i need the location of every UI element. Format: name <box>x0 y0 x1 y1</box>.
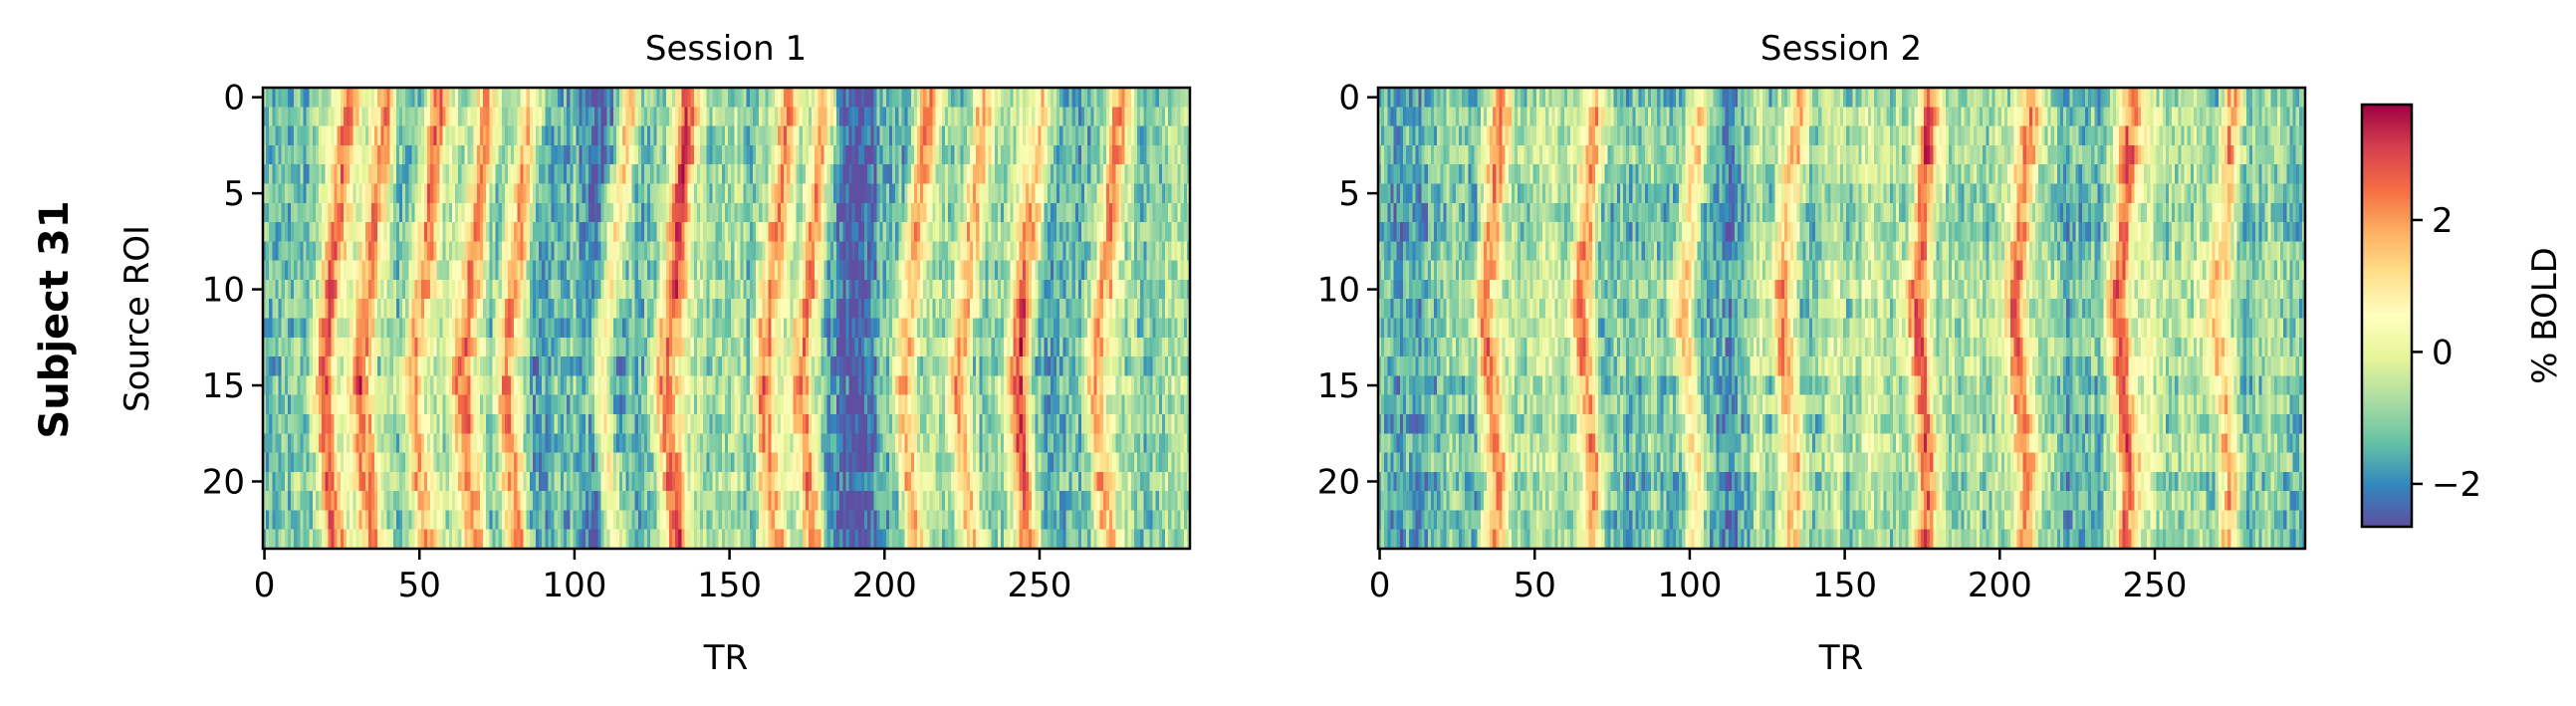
x-tick-label: 150 <box>1812 566 1877 605</box>
y-tick-label: 0 <box>223 79 245 118</box>
x-axis-label: TR <box>703 638 748 678</box>
y-tick-label: 15 <box>1317 366 1360 406</box>
plot-frame <box>1376 86 2307 551</box>
x-tick-label: 250 <box>2123 566 2188 605</box>
y-tick-label: 10 <box>1317 271 1360 311</box>
colorbar-tick-group: −2 0 2 <box>2412 201 2481 505</box>
x-tick-label: 150 <box>697 566 762 605</box>
row-label: Subject 31 <box>32 200 78 438</box>
y-tick-group: 0 5 10 15 20 <box>1317 79 1378 502</box>
x-tick-group: 0 50 100 150 200 250 <box>254 549 1072 605</box>
heatmap-panel-session-1: Session 1 0 50 100 150 200 250 0 5 10 15 20 TR So… <box>117 29 1192 678</box>
x-tick-label: 50 <box>1514 566 1556 605</box>
heatmap-panel-session-2: Session 2 0 50 100 150 200 250 0 5 10 15 20 TR <box>1317 29 2307 678</box>
colorbar-gradient <box>2360 103 2414 529</box>
colorbar-label: % BOLD <box>2525 247 2565 384</box>
x-tick-group: 0 50 100 150 200 250 <box>1369 549 2188 605</box>
heatmap-image <box>1378 88 2305 549</box>
colorbar: −2 0 2 % BOLD <box>2360 103 2565 529</box>
x-tick-label: 200 <box>852 566 917 605</box>
colorbar-tick-label: −2 <box>2432 465 2481 505</box>
x-tick-label: 50 <box>398 566 441 605</box>
plot-frame <box>261 86 1192 551</box>
x-tick-label: 0 <box>254 566 276 605</box>
x-tick-label: 250 <box>1008 566 1072 605</box>
y-tick-label: 5 <box>1338 174 1360 214</box>
y-tick-label: 20 <box>202 462 245 502</box>
y-tick-label: 0 <box>1338 79 1360 118</box>
y-tick-group: 0 5 10 15 20 <box>202 79 263 502</box>
colorbar-tick-label: 0 <box>2432 333 2454 372</box>
y-tick-label: 5 <box>223 174 245 214</box>
panel-title: Session 2 <box>1760 29 1922 69</box>
y-tick-label: 15 <box>202 366 245 406</box>
colorbar-tick-label: 2 <box>2432 201 2454 241</box>
x-tick-label: 100 <box>542 566 606 605</box>
panel-title: Session 1 <box>645 29 807 69</box>
x-tick-label: 0 <box>1369 566 1391 605</box>
y-tick-label: 20 <box>1317 462 1360 502</box>
heatmap-image <box>263 88 1190 549</box>
x-axis-label: TR <box>1818 638 1863 678</box>
y-tick-label: 10 <box>202 271 245 311</box>
y-axis-label: Source ROI <box>117 225 157 412</box>
x-tick-label: 200 <box>1968 566 2032 605</box>
x-tick-label: 100 <box>1657 566 1722 605</box>
